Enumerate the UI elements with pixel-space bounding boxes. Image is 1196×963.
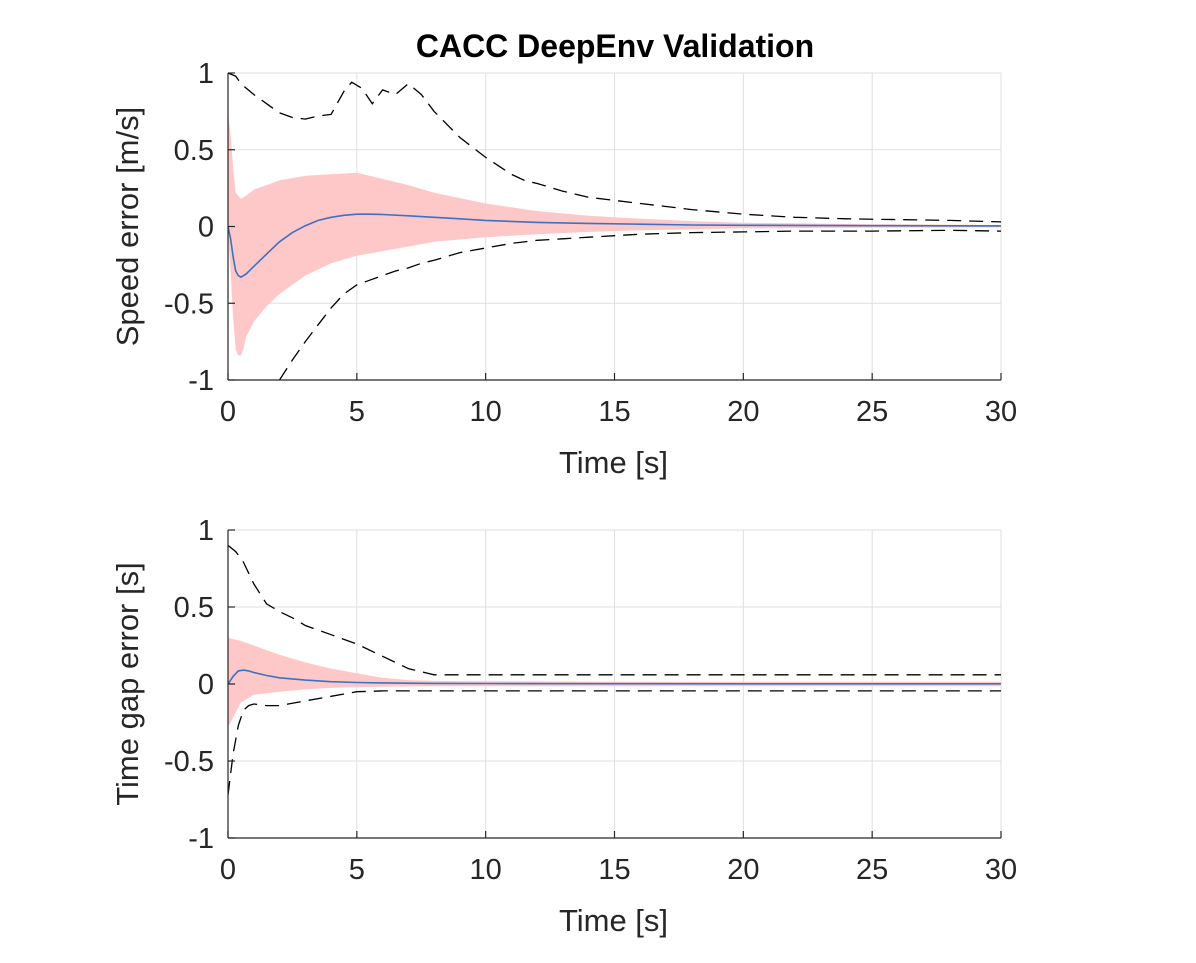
y-tick-label: -1 <box>188 365 214 397</box>
upper-bound-line <box>228 544 1001 676</box>
y-axis-label: Time gap error [s] <box>110 562 145 805</box>
plot-area <box>228 544 1001 795</box>
time-gap-error-panel: 0 5 10 15 20 25 30 1 0.5 0 -0.5 -1 Time [s] Time gap … <box>110 515 1017 938</box>
x-tick-label: 15 <box>598 396 630 428</box>
x-tick-label: 30 <box>985 396 1017 428</box>
y-tick-label: -1 <box>188 823 214 855</box>
y-tick-label: -0.5 <box>164 746 214 778</box>
speed-error-panel: 0 5 10 15 20 25 30 1 0.5 0 -0.5 -1 Time [s] Speed err… <box>110 58 1017 480</box>
x-tick-label: 30 <box>985 854 1017 886</box>
lower-bound-line <box>228 690 1001 795</box>
x-tick-label: 20 <box>727 396 759 428</box>
x-tick-label: 15 <box>598 854 630 886</box>
y-tick-label: 0 <box>198 212 214 244</box>
x-tick-label: 0 <box>220 854 236 886</box>
x-tick-label: 10 <box>470 854 502 886</box>
y-tick-label: 0.5 <box>174 592 214 624</box>
x-axis-label: Time [s] <box>559 445 668 480</box>
plot-area <box>228 73 1001 380</box>
y-tick-label: 1 <box>198 515 214 547</box>
x-tick-label: 25 <box>856 854 888 886</box>
lower-bound-line <box>278 229 1001 380</box>
confidence-band <box>228 637 1001 728</box>
x-tick-label: 20 <box>727 854 759 886</box>
y-tick-label: 0.5 <box>174 135 214 167</box>
mean-line <box>228 213 1001 279</box>
x-tick-label: 5 <box>349 854 365 886</box>
chart-title: CACC DeepEnv Validation <box>416 28 814 64</box>
x-tick-label: 5 <box>349 396 365 428</box>
y-axis-label: Speed error [m/s] <box>110 107 145 346</box>
y-tick-label: -0.5 <box>164 288 214 320</box>
x-tick-label: 10 <box>470 396 502 428</box>
y-tick-label: 0 <box>198 669 214 701</box>
x-tick-label: 0 <box>220 396 236 428</box>
mean-line <box>228 669 1001 685</box>
x-tick-label: 25 <box>856 396 888 428</box>
upper-bound-line <box>228 73 1001 223</box>
x-axis-label: Time [s] <box>559 903 668 938</box>
y-tick-label: 1 <box>198 58 214 90</box>
confidence-band <box>228 111 1001 356</box>
